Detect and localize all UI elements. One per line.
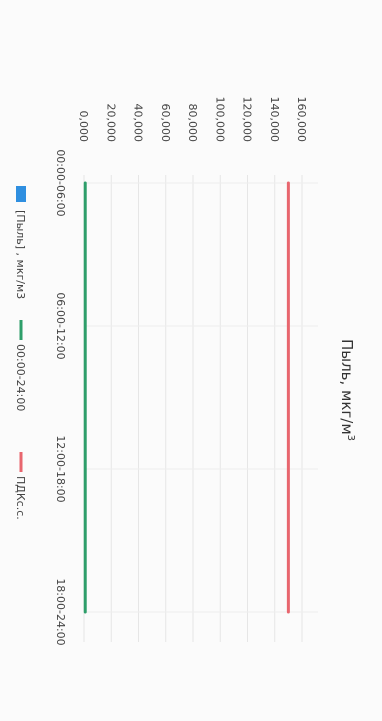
legend-label: [Пыль] , мкг/м3 [14,210,27,299]
chart-title: Пыль, мкг/м3 [338,339,356,441]
x-tick-label: 06:00-12:00 [54,292,67,359]
x-tick-label: 12:00-18:00 [54,435,67,502]
y-tick-label: 40,000 [132,104,145,143]
y-tick-label: 0,000 [77,111,90,143]
x-tick-label: 00:00-06:00 [54,149,67,216]
y-tick-label: 20,000 [104,104,117,143]
y-tick-label: 60,000 [159,104,172,143]
y-tick-label: 100,000 [213,97,226,143]
y-tick-label: 80,000 [186,104,199,143]
y-tick-label: 140,000 [268,97,281,143]
y-tick-label: 120,000 [241,97,254,143]
legend-swatch [16,186,26,202]
legend-label: 00:00-24:00 [14,344,27,411]
legend-label: ПДКс.с. [14,476,27,520]
y-tick-label: 160,000 [295,97,308,143]
chart-title-superscript: 3 [345,435,356,441]
x-tick-label: 18:00-24:00 [54,578,67,645]
